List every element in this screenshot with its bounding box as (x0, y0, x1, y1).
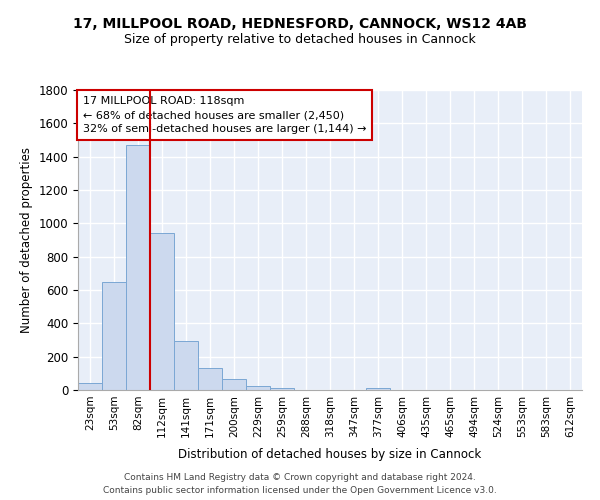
Bar (366, 388, 390, 390)
Bar (78, 384, 102, 390)
X-axis label: Distribution of detached houses by size in Cannock: Distribution of detached houses by size … (178, 448, 482, 461)
Bar (198, 368, 222, 390)
Text: Size of property relative to detached houses in Cannock: Size of property relative to detached ho… (124, 32, 476, 46)
Bar (246, 386, 270, 390)
Bar (174, 341, 198, 390)
Text: 17 MILLPOOL ROAD: 118sqm
← 68% of detached houses are smaller (2,450)
32% of sem: 17 MILLPOOL ROAD: 118sqm ← 68% of detach… (83, 96, 367, 134)
Bar (126, 145, 150, 390)
Y-axis label: Number of detached properties: Number of detached properties (20, 147, 33, 333)
Text: Contains HM Land Registry data © Crown copyright and database right 2024.
Contai: Contains HM Land Registry data © Crown c… (103, 474, 497, 495)
Text: 17, MILLPOOL ROAD, HEDNESFORD, CANNOCK, WS12 4AB: 17, MILLPOOL ROAD, HEDNESFORD, CANNOCK, … (73, 18, 527, 32)
Bar (222, 379, 246, 390)
Bar (270, 388, 294, 390)
Bar (150, 234, 174, 390)
Bar (102, 282, 126, 390)
